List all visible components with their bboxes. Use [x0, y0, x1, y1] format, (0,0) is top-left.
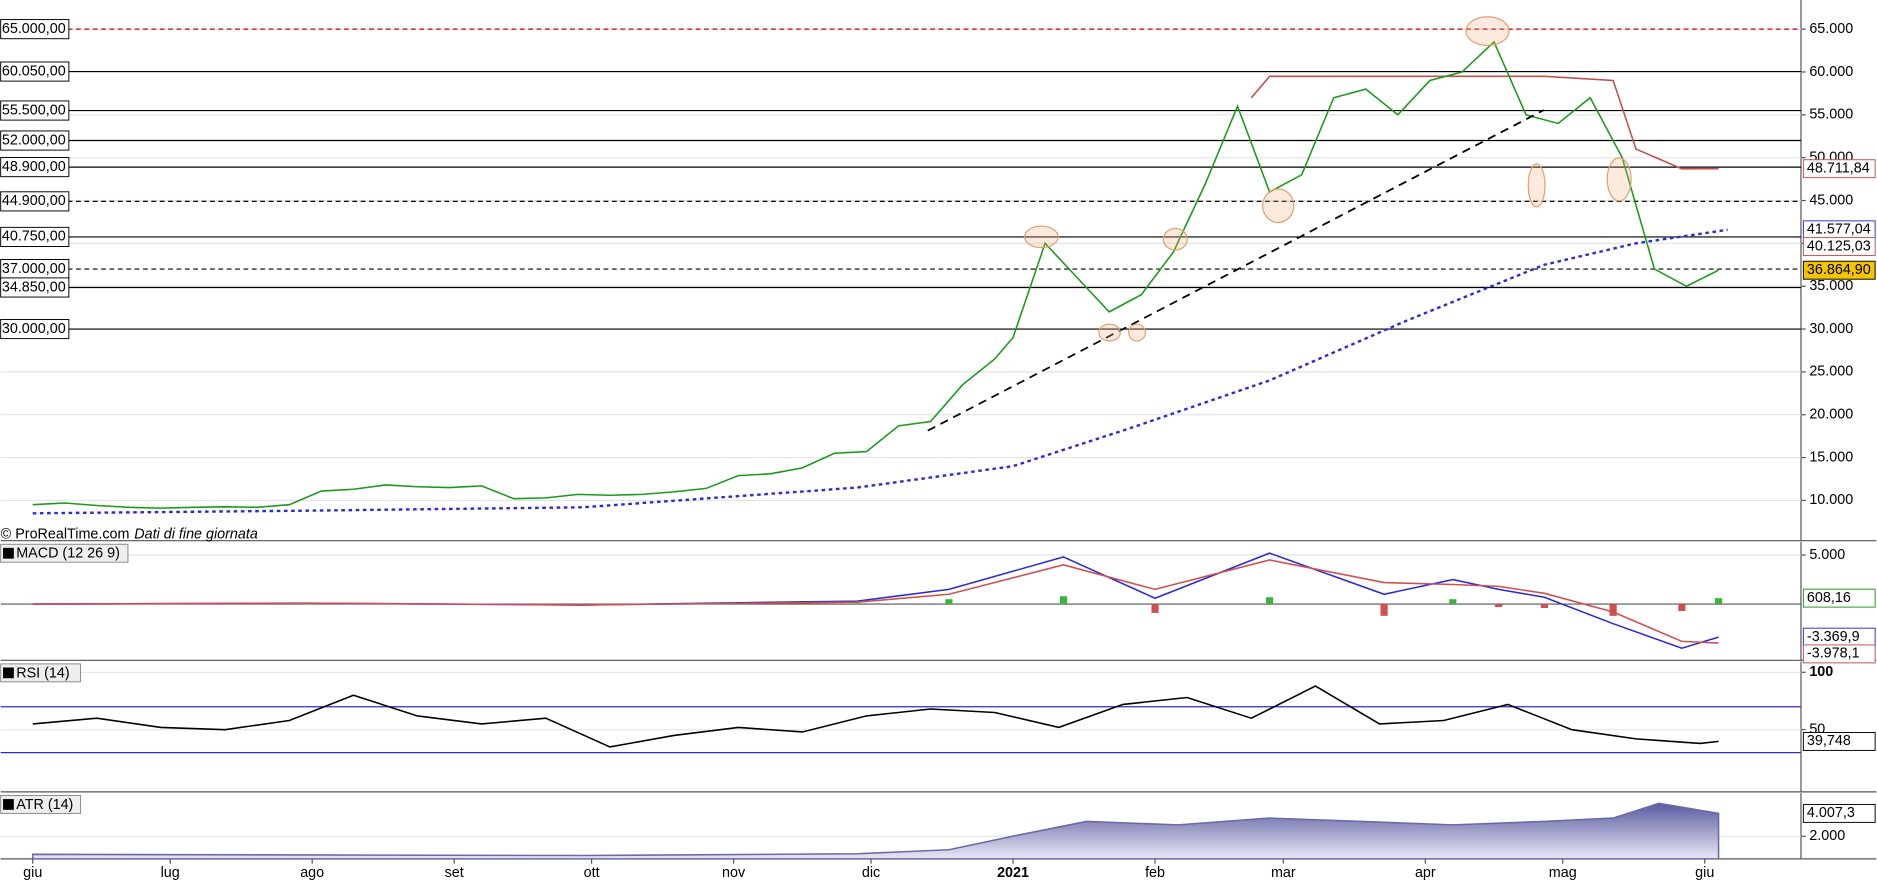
- x-tick-label: apr: [1415, 865, 1436, 881]
- panel-title: RSI (14): [16, 665, 69, 681]
- series-area: [31, 802, 1720, 860]
- last-value-box: [1802, 644, 1876, 664]
- y-tick-label: 30.000: [1809, 321, 1853, 337]
- y-tick-label: 35.000: [1809, 278, 1853, 294]
- level-label: 40.750,00: [2, 229, 66, 245]
- level-label-box: [0, 61, 70, 82]
- last-value-box: [1802, 588, 1876, 608]
- histogram-bar: [1380, 604, 1388, 616]
- last-value-box: [1802, 260, 1876, 280]
- level-label-box: [0, 191, 70, 212]
- highlight-ellipses: [1024, 16, 1632, 342]
- x-tick-label: mag: [1549, 865, 1577, 881]
- histogram-bar: [1678, 604, 1686, 611]
- y-tick-label: 100: [1809, 664, 1833, 680]
- last-value-box: [1802, 731, 1876, 751]
- last-value-label: 36.864,90: [1807, 262, 1871, 278]
- level-label: 34.850,00: [2, 279, 66, 295]
- series-line: [32, 559, 1719, 644]
- annotations: [927, 16, 1632, 432]
- y-tick-label: 2.000: [1809, 828, 1845, 844]
- level-label-box: [0, 19, 70, 40]
- x-tick-label: lug: [161, 865, 180, 881]
- last-value-label: 48.711,84: [1807, 160, 1870, 176]
- histogram-bar: [945, 599, 953, 605]
- x-tick-label: set: [445, 865, 464, 881]
- histogram-bar: [1609, 604, 1617, 616]
- histogram-bar: [1059, 596, 1068, 605]
- level-label: 60.050,00: [2, 63, 66, 79]
- panel-title-icon: [3, 547, 14, 559]
- last-value-box: [1802, 159, 1876, 179]
- y-tick-label: 20.000: [1809, 407, 1853, 423]
- x-tick-label: mar: [1271, 865, 1296, 881]
- overlay-line: [1250, 75, 1719, 170]
- y-tick-label: 15.000: [1809, 449, 1853, 465]
- overlay-line: [32, 228, 1728, 515]
- x-tick-label: ott: [584, 865, 600, 881]
- histogram-bar: [1714, 598, 1723, 605]
- panel-title-box: [0, 663, 82, 683]
- last-value-box: [1802, 237, 1876, 257]
- y-tick-label: 10.000: [1809, 492, 1853, 508]
- level-label-box: [0, 100, 70, 121]
- histogram-bar: [1449, 599, 1457, 605]
- histogram-bar: [1265, 597, 1274, 605]
- histogram-bar: [1495, 604, 1503, 608]
- trend-line: [927, 109, 1545, 432]
- series-line: [32, 40, 1719, 509]
- last-value-label: 4.007,3: [1807, 805, 1855, 821]
- x-tick-label: 2021: [997, 865, 1029, 881]
- panel-title-box: [0, 795, 82, 814]
- x-tick-label: nov: [722, 865, 746, 881]
- last-value-label: 39,748: [1807, 733, 1851, 749]
- panel-title-box: [0, 543, 129, 563]
- last-value-label: 608,16: [1807, 590, 1851, 606]
- source-note: Dati di fine giornata: [134, 527, 258, 543]
- histogram-bar: [1540, 604, 1549, 609]
- level-label: 48.900,00: [2, 159, 66, 175]
- x-tick-label: giu: [1695, 865, 1714, 881]
- y-tick-label: 45.000: [1809, 192, 1853, 208]
- x-tick-label: feb: [1145, 865, 1165, 881]
- level-label: 52.000,00: [2, 132, 66, 148]
- y-tick-label: 5.000: [1809, 547, 1845, 563]
- y-tick-label: 65.000: [1809, 21, 1853, 37]
- panel-title-icon: [3, 799, 14, 810]
- last-value-label: -3.978,1: [1807, 646, 1860, 662]
- level-label-box: [0, 318, 70, 340]
- last-value-label: 40.125,03: [1807, 238, 1871, 254]
- level-label-box: [0, 277, 70, 298]
- last-value-box: [1802, 803, 1876, 823]
- last-value-label: 41.577,04: [1807, 222, 1871, 238]
- x-tick-label: dic: [862, 865, 880, 881]
- level-label: 37.000,00: [2, 261, 66, 277]
- panel-title: ATR (14): [16, 797, 73, 813]
- source-text: © ProRealTime.com: [1, 527, 130, 543]
- level-label: 65.000,00: [2, 21, 66, 37]
- level-label-box: [0, 157, 70, 178]
- last-value-label: -3.369,9: [1807, 629, 1860, 645]
- histogram-bar: [1151, 604, 1159, 613]
- source: © ProRealTime.com Dati di fine giornata: [1, 527, 258, 543]
- level-label-box: [0, 130, 70, 151]
- x-tick-label: ago: [300, 865, 324, 881]
- y-tick-label: 25.000: [1809, 364, 1853, 380]
- level-label: 55.500,00: [2, 102, 66, 118]
- panel-title: MACD (12 26 9): [16, 546, 120, 562]
- panel-title-icon: [3, 667, 14, 679]
- level-label: 30.000,00: [2, 321, 66, 337]
- x-tick-label: giu: [23, 865, 42, 881]
- histogram-bar: [853, 603, 861, 605]
- y-tick-label: 55.000: [1809, 107, 1853, 123]
- histogram-bar: [304, 603, 312, 605]
- y-tick-label: 60.000: [1809, 64, 1853, 80]
- series-line: [32, 685, 1719, 748]
- level-label-box: [0, 226, 70, 247]
- level-label: 44.900,00: [2, 193, 66, 209]
